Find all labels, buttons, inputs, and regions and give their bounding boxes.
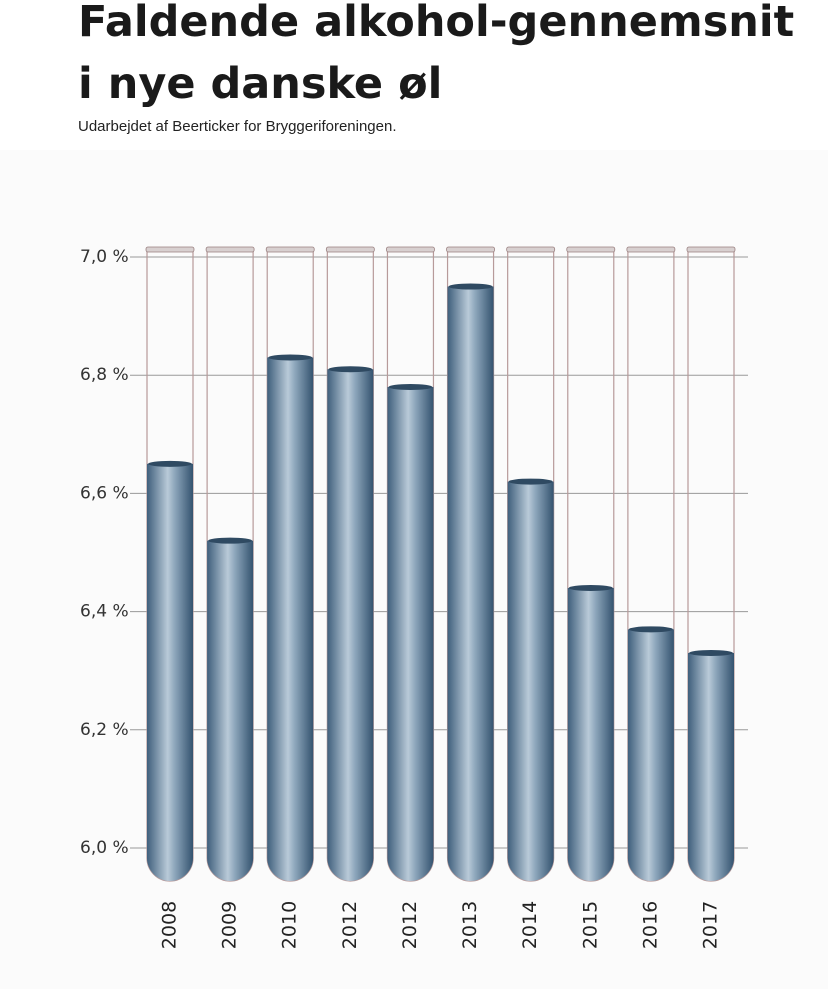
tube-rim [506,246,556,253]
liquid-surface [388,384,433,391]
bar [507,481,554,848]
tube-bottom [327,847,374,881]
x-tick-label: 2012 [339,901,361,949]
x-tick-label: 2017 [700,901,722,949]
liquid-surface [508,478,553,485]
tube-bottom [207,847,254,881]
tube-bottom [507,847,554,882]
tube-rim [265,246,315,253]
chart-title: Faldende alkohol-gennemsnit [78,0,794,47]
tube-rim [446,246,495,253]
tube-rim [205,246,255,253]
tube-rim [686,246,736,253]
tube-bottom [387,847,434,881]
y-tick-label: 6,0 % [80,838,129,858]
liquid-surface [148,460,192,467]
liquid-surface [328,366,373,373]
liquid-surface [689,649,733,656]
x-tick-label: 2016 [639,901,661,949]
chart-subtitle: Udarbejdet af Beerticker for Bryggerifor… [78,118,397,135]
y-tick-label: 7,0 % [80,247,129,267]
tube-bottom [627,847,674,881]
tube-bottom [267,847,314,881]
tube-bottom [567,847,614,881]
liquid-surface [628,626,673,633]
bar [447,286,494,848]
tube-bottom [147,847,193,881]
chart-title: i nye danske øl [78,59,442,109]
bar [267,357,314,848]
x-tick-label: 2014 [519,901,541,949]
y-tick-label: 6,8 % [80,365,129,385]
bar [147,463,193,848]
tube-bottom [447,847,494,881]
liquid-surface [268,354,313,361]
tube-rim [325,246,375,253]
tube-rim [566,246,616,253]
y-tick-label: 6,6 % [80,483,129,503]
x-tick-label: 2008 [159,901,181,949]
liquid-surface [568,584,613,591]
tube-rim [386,246,435,253]
bar [207,540,254,848]
bar [627,629,674,848]
x-tick-label: 2015 [579,901,601,949]
bar [567,587,614,848]
bar [387,387,434,848]
x-tick-label: 2010 [279,901,301,949]
x-tick-label: 2009 [219,901,241,949]
liquid-surface [208,537,253,544]
bar [327,369,374,848]
x-tick-label: 2012 [399,901,421,949]
tube-rim [626,246,676,253]
x-tick-label: 2013 [459,901,481,949]
y-tick-label: 6,2 % [80,720,129,740]
tube-rim [145,246,195,253]
y-tick-label: 6,4 % [80,602,129,622]
bar [688,652,734,848]
tube-bottom [688,847,734,881]
liquid-surface [448,283,493,290]
